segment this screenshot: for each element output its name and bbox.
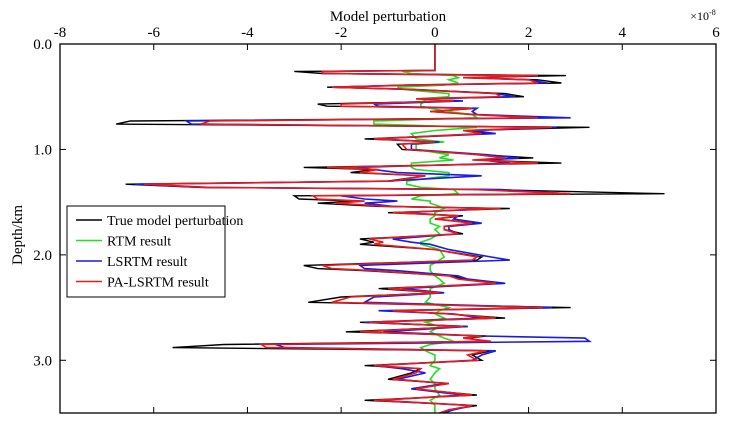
x-tick-label: 2 xyxy=(525,25,533,41)
legend-label: PA-LSRTM result xyxy=(107,276,209,291)
legend-label: LSRTM result xyxy=(107,255,188,270)
y-axis-label: Depth/km xyxy=(10,205,26,265)
x-tick-label: 6 xyxy=(712,25,720,41)
x-tick-label: -6 xyxy=(147,25,160,41)
y-tick-label: 3.0 xyxy=(33,353,52,369)
x-axis-multiplier: ×10-8 xyxy=(690,8,715,23)
x-tick-label: 4 xyxy=(619,25,627,41)
y-tick-label: 0.0 xyxy=(33,37,52,53)
y-tick-label: 2.0 xyxy=(33,248,52,264)
x-tick-label: 0 xyxy=(431,25,439,41)
series-line-pa-lsrtm-result xyxy=(144,44,571,414)
legend-label: True model perturbation xyxy=(107,214,243,229)
x-axis-label: Model perturbation xyxy=(330,9,447,25)
x-tick-label: -4 xyxy=(241,25,254,41)
x-tick-label: -8 xyxy=(54,25,67,41)
y-tick-label: 1.0 xyxy=(33,142,52,158)
legend: True model perturbation RTM result LSRTM r… xyxy=(66,205,243,298)
plot-frame xyxy=(59,43,717,414)
legend-label: RTM result xyxy=(107,235,171,250)
x-tick-label: -2 xyxy=(335,25,348,41)
